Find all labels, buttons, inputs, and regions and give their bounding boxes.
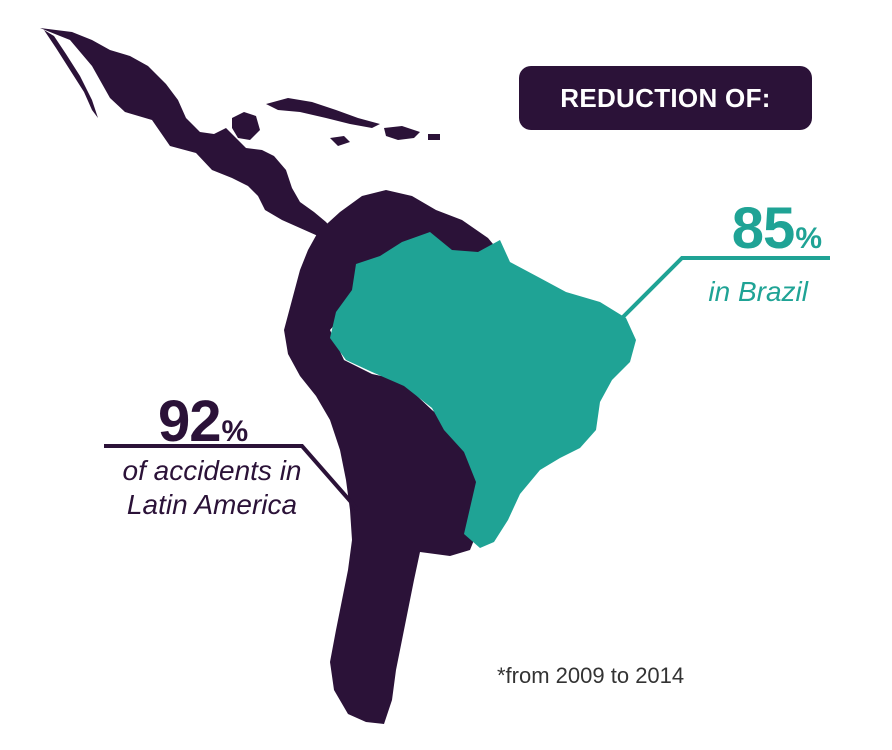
date-range-footnote: *from 2009 to 2014 xyxy=(497,663,685,688)
brazil-region xyxy=(330,232,636,548)
latam-leader-line xyxy=(104,444,360,512)
jamaica-island xyxy=(330,136,350,146)
latin-america-caption-line2: Latin America xyxy=(126,489,298,520)
latin-america-caption-line1: of accidents in xyxy=(122,455,302,486)
latin-america-caption: of accidents in Latin America xyxy=(92,454,332,522)
puerto-rico-island xyxy=(428,134,440,140)
brazil-stat: 85% xyxy=(732,200,822,258)
brazil-stat-value: 85 xyxy=(731,196,796,261)
brazil-leader-line xyxy=(620,256,830,320)
latin-america-stat-value: 92 xyxy=(158,389,222,454)
baja-california-region xyxy=(44,30,98,118)
south-america-region xyxy=(284,190,498,724)
brazil-stat-unit: % xyxy=(795,222,822,255)
brazil-caption: in Brazil xyxy=(708,276,808,307)
cuba-island xyxy=(266,98,380,128)
mexico-central-america-region xyxy=(40,28,338,244)
latin-america-stat-unit: % xyxy=(221,415,249,448)
hispaniola-island xyxy=(384,126,420,140)
latin-america-stat: 92% xyxy=(158,393,248,451)
yucatan-region xyxy=(232,112,260,140)
reduction-badge: REDUCTION OF: xyxy=(519,66,812,130)
